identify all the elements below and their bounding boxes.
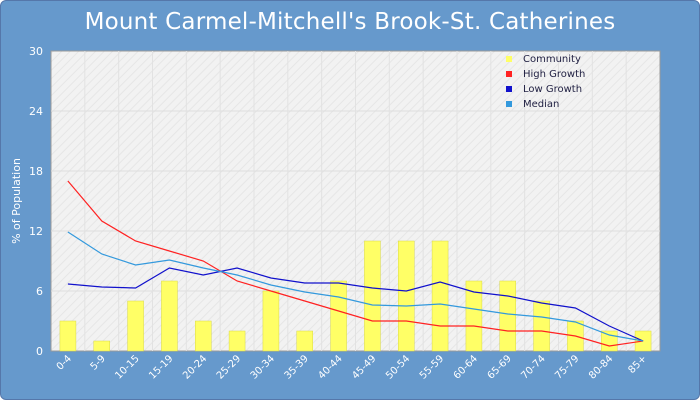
x-tick-label: 45-49 xyxy=(350,353,378,381)
bar-community xyxy=(431,240,449,352)
x-tick-label: 65-69 xyxy=(486,353,514,381)
bar-community xyxy=(533,300,550,352)
bar-community xyxy=(330,280,347,352)
x-tick-label: 20-24 xyxy=(181,353,209,381)
y-tick-label: 12 xyxy=(29,225,43,238)
x-tick-label: 10-15 xyxy=(113,353,141,381)
bar-community xyxy=(195,320,212,352)
x-tick-label: 50-54 xyxy=(384,353,412,381)
bar-community xyxy=(59,320,77,352)
x-tick-label: 70-74 xyxy=(519,353,547,381)
bar-community xyxy=(601,330,618,352)
bar-community xyxy=(465,280,483,352)
x-tick-label: 80-84 xyxy=(587,353,615,381)
x-tick-label: 0-4 xyxy=(55,353,74,372)
line-layer xyxy=(67,180,644,347)
grid-layer xyxy=(51,51,660,351)
x-tick-label: 5-9 xyxy=(89,353,108,372)
y-tick-label: 6 xyxy=(36,285,43,298)
x-tick-label: 85+ xyxy=(626,353,649,376)
x-tick-label: 30-34 xyxy=(249,353,277,381)
bar-community xyxy=(364,240,381,352)
legend-swatch xyxy=(506,56,512,62)
y-axis-label: % of Population xyxy=(10,158,23,244)
legend-label: Low Growth xyxy=(523,84,582,95)
x-tick-label: 75-79 xyxy=(553,353,581,381)
x-tick-label: 60-64 xyxy=(452,353,480,381)
series-line-high-growth xyxy=(67,180,644,347)
y-tick-label: 24 xyxy=(29,105,43,118)
bar-layer xyxy=(59,240,652,352)
legend-swatch xyxy=(506,71,512,77)
chart-title: Mount Carmel-Mitchell's Brook-St. Cather… xyxy=(84,9,616,35)
x-tick-label: 25-29 xyxy=(215,353,243,381)
bar-community xyxy=(127,300,144,352)
x-tick-label: 55-59 xyxy=(418,353,446,381)
legend-label: High Growth xyxy=(523,69,585,80)
x-tick-label: 40-44 xyxy=(316,353,344,381)
bar-community xyxy=(228,330,246,352)
legend: Community High Growth Low Growth Median xyxy=(506,54,585,110)
bar-community xyxy=(161,280,178,352)
bar-community xyxy=(93,340,110,352)
bar-community xyxy=(398,240,415,352)
series-line-low-growth xyxy=(67,267,644,342)
legend-swatch xyxy=(506,101,512,107)
legend-swatch xyxy=(506,86,512,92)
y-tick-label: 30 xyxy=(29,45,43,58)
y-tick-label: 0 xyxy=(36,345,43,358)
legend-label: Median xyxy=(523,99,559,110)
bar-community xyxy=(262,290,280,352)
y-tick-label: 18 xyxy=(29,165,43,178)
series-line-median xyxy=(67,231,644,342)
x-tick-label: 35-39 xyxy=(283,353,311,381)
x-tick-label: 15-19 xyxy=(147,353,175,381)
legend-label: Community xyxy=(523,54,581,65)
bar-community xyxy=(499,280,516,352)
bar-community xyxy=(296,330,313,352)
